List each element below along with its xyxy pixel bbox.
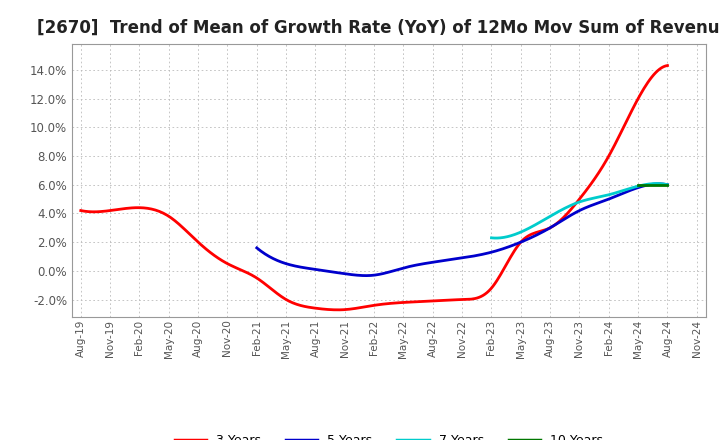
Legend: 3 Years, 5 Years, 7 Years, 10 Years: 3 Years, 5 Years, 7 Years, 10 Years — [170, 429, 608, 440]
Title: [2670]  Trend of Mean of Growth Rate (YoY) of 12Mo Mov Sum of Revenues: [2670] Trend of Mean of Growth Rate (YoY… — [37, 19, 720, 37]
